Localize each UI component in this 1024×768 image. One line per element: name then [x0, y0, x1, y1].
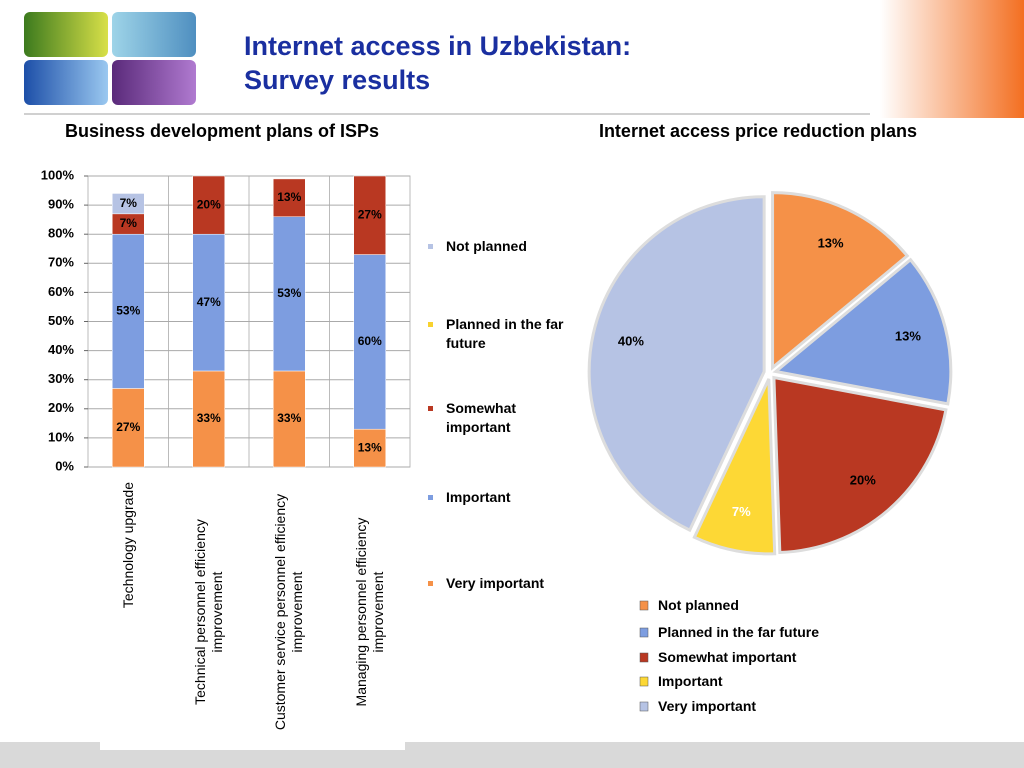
- chart-title: Business development plans of ISPs: [65, 121, 379, 141]
- y-tick-label: 100%: [41, 167, 75, 182]
- data-label: 47%: [197, 295, 221, 309]
- bar-segment: [273, 370, 306, 468]
- label-panel: [100, 470, 405, 750]
- header-image: [24, 12, 108, 57]
- pie-slice: [692, 378, 777, 556]
- x-tick-label: Managing personnel efficiency improvemen…: [348, 482, 392, 742]
- x-tick-label: Technical personnel efficiency improveme…: [187, 482, 231, 742]
- bar-segment: [112, 388, 145, 468]
- legend-label-text: Planned in the far future: [446, 316, 564, 351]
- data-label: 27%: [358, 207, 382, 221]
- legend-swatch: [639, 627, 649, 638]
- x-tick-label: Technology upgrade: [106, 482, 150, 742]
- y-tick-label: 60%: [48, 284, 74, 299]
- x-tick-label-text: Managing personnel efficiency improvemen…: [352, 517, 386, 707]
- data-label: 20%: [850, 473, 876, 488]
- bar-segment: [353, 254, 386, 430]
- slide-title: Survey results: [244, 65, 430, 95]
- legend-label-text: Planned in the far future: [658, 624, 820, 640]
- legend-label-text: Very important: [658, 698, 757, 714]
- legend-label-text: Important: [658, 673, 723, 689]
- header-image: [112, 60, 196, 105]
- pie-slice: [771, 191, 910, 371]
- legend-swatch: [428, 322, 433, 327]
- bar-segment: [353, 175, 386, 255]
- y-tick-label: 20%: [48, 400, 74, 415]
- legend-swatch: [428, 244, 433, 249]
- data-label: 7%: [120, 196, 138, 210]
- legend-swatch: [428, 581, 433, 586]
- data-label: 13%: [358, 440, 382, 454]
- x-tick-label: Customer service personnel efficiency im…: [267, 482, 311, 742]
- legend-label: Important: [446, 488, 566, 507]
- y-tick-label: 70%: [48, 255, 74, 270]
- data-label: 27%: [116, 420, 140, 434]
- y-tick-label: 40%: [48, 342, 74, 357]
- legend-label-text: Very important: [446, 575, 545, 591]
- bar-segment: [273, 216, 306, 372]
- y-tick-label: 30%: [48, 371, 74, 386]
- y-tick-label: 80%: [48, 226, 74, 241]
- legend-swatch: [639, 600, 649, 611]
- legend-label: Very important: [658, 698, 756, 714]
- legend-label: Not planned: [446, 237, 566, 256]
- data-label: 13%: [277, 190, 301, 204]
- bar-segment: [112, 193, 145, 215]
- y-tick-label: 0%: [55, 458, 74, 473]
- data-label: 20%: [197, 197, 221, 211]
- legend-swatch: [428, 406, 433, 411]
- data-label: 53%: [277, 286, 301, 300]
- bar-segment: [273, 178, 306, 217]
- y-tick-label: 10%: [48, 429, 74, 444]
- x-tick-label-text: Technology upgrade: [119, 482, 136, 609]
- data-label: 33%: [197, 411, 221, 425]
- header-image: [112, 12, 196, 57]
- data-label: 7%: [732, 504, 751, 519]
- legend-label-text: Not planned: [658, 597, 739, 613]
- data-label: 60%: [358, 334, 382, 348]
- bar-segment: [192, 175, 225, 235]
- slide-title: Internet access in Uzbekistan:: [244, 31, 631, 61]
- data-label: 13%: [895, 329, 921, 344]
- bar-segment: [353, 428, 386, 468]
- legend-label: Planned in the far future: [658, 624, 819, 640]
- legend-label-text: Not planned: [446, 238, 527, 254]
- legend-label: Important: [658, 673, 723, 689]
- legend-label: Planned in the far future: [446, 315, 566, 353]
- y-tick-label: 50%: [48, 313, 74, 328]
- legend-label: Not planned: [658, 597, 739, 613]
- data-label: 40%: [618, 333, 644, 348]
- legend-label: Very important: [446, 574, 566, 593]
- legend-label-text: Somewhat important: [446, 400, 517, 435]
- pie-slice: [587, 195, 766, 533]
- bar-segment: [112, 233, 145, 389]
- data-label: 33%: [277, 411, 301, 425]
- bar-segment: [192, 370, 225, 468]
- pie-slice: [772, 375, 948, 555]
- legend-swatch: [428, 495, 433, 500]
- legend-swatch: [639, 676, 649, 687]
- data-label: 13%: [818, 235, 844, 250]
- y-tick-label: 90%: [48, 197, 74, 212]
- data-label: 7%: [120, 216, 138, 230]
- bar-segment: [192, 233, 225, 372]
- data-label: 53%: [116, 303, 140, 317]
- legend-label: Somewhat important: [446, 399, 566, 437]
- x-tick-label-text: Customer service personnel efficiency im…: [272, 493, 306, 731]
- x-tick-label-text: Technical personnel efficiency improveme…: [191, 519, 225, 705]
- header-image: [24, 60, 108, 105]
- legend-swatch: [639, 701, 649, 712]
- legend-label-text: Somewhat important: [658, 649, 797, 665]
- legend-label-text: Important: [446, 489, 511, 505]
- header-decoration: [880, 0, 1024, 118]
- legend-label: Somewhat important: [658, 649, 796, 665]
- chart-title: Internet access price reduction plans: [599, 121, 917, 141]
- pie-slice: [772, 257, 953, 406]
- legend-swatch: [639, 652, 649, 663]
